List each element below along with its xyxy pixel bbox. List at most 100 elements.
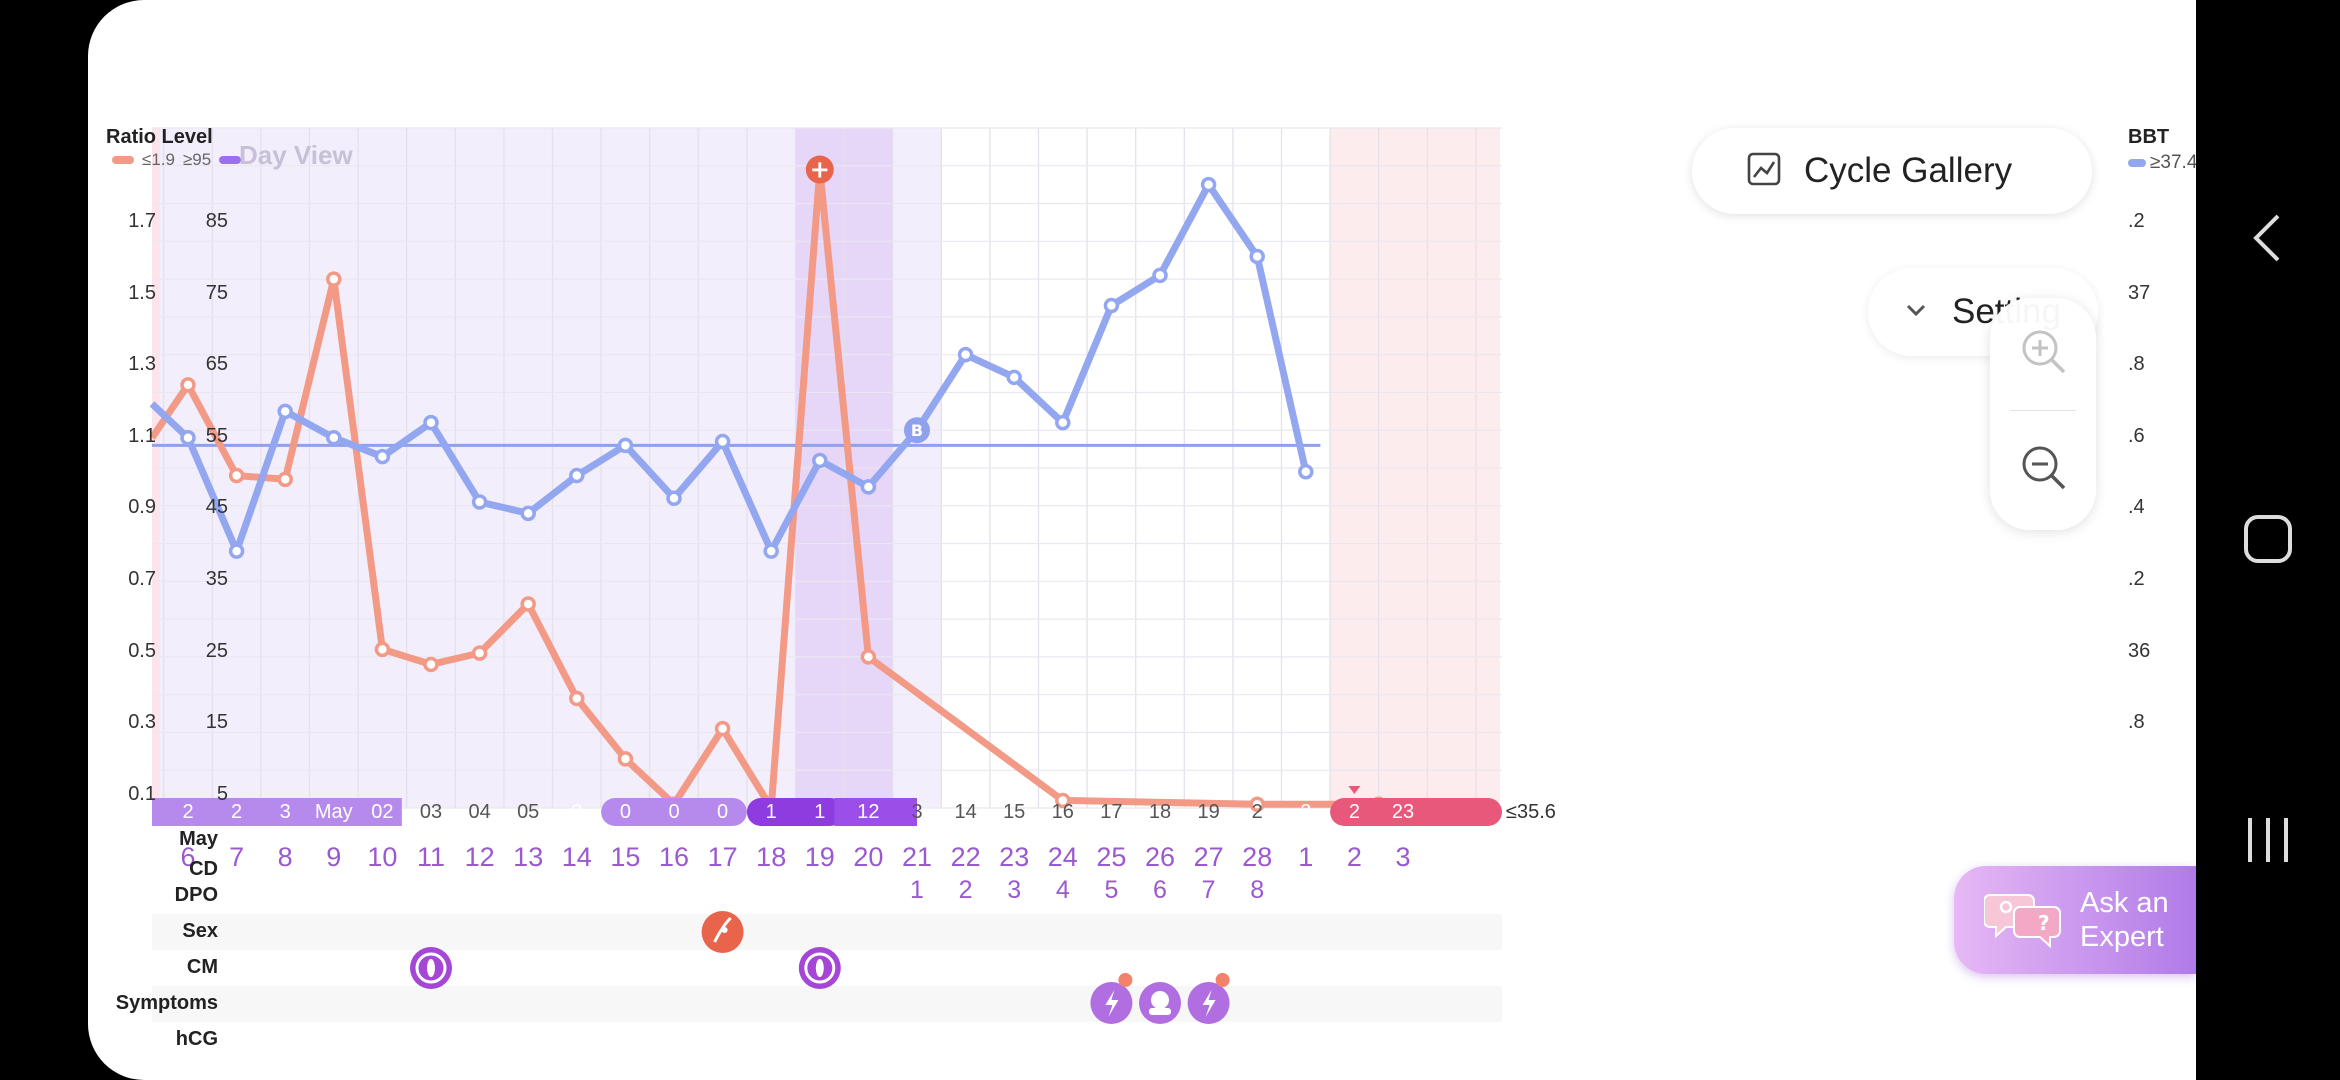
ratio-point	[228, 467, 245, 484]
ratio-point	[277, 471, 293, 488]
date-label: 0	[571, 801, 582, 823]
row-label-hcg: hCG	[175, 1028, 218, 1050]
bbt-point	[1103, 297, 1120, 314]
ratio-point	[423, 656, 439, 673]
chevron-down-icon	[1904, 298, 1928, 327]
row-label-cd: CD	[189, 858, 218, 880]
dpo-label: 5	[1104, 876, 1118, 904]
cycle-day-label: 10	[367, 842, 397, 872]
zoom-out-icon[interactable]	[2020, 444, 2068, 497]
symptom-alert-dot	[1118, 973, 1133, 987]
back-icon	[2253, 214, 2280, 262]
cycle-chart[interactable]: +B2 2 3 May 02 03 04 05 0 0 0 0 1 1 12 3 14 15 16 17 18 19 2 2 2…	[88, 0, 2196, 1080]
ratio-point	[714, 720, 731, 737]
sex-row-bg	[152, 914, 1502, 950]
cycle-gallery-label: Cycle Gallery	[1804, 151, 2013, 190]
cycle-day-label: 6	[180, 842, 195, 872]
date-label: 3	[911, 801, 922, 823]
level-legend-value: ≥95	[182, 150, 212, 169]
cycle-day-label: 1	[1298, 842, 1313, 872]
back-nav-button[interactable]	[2196, 210, 2340, 266]
bbt-tick: 37	[2128, 281, 2151, 304]
level-tick: 25	[205, 639, 228, 662]
cycle-day-label: 24	[1048, 842, 1078, 872]
ratio-point	[180, 377, 196, 393]
bbt-tick: .8	[2128, 711, 2145, 734]
bbt-axis-bottom: ≤35.6	[1506, 801, 1556, 823]
ratio-legend-value: ≤1.9	[142, 150, 175, 169]
bbt-point	[374, 448, 391, 465]
cycle-day-label: 8	[278, 842, 293, 872]
ratio-point	[1249, 796, 1265, 812]
level-tick: 15	[205, 711, 228, 734]
date-label: 18	[1149, 801, 1171, 823]
symptom-face-head	[1151, 991, 1169, 1009]
ratio-tick: 0.3	[128, 711, 156, 734]
date-label: 0	[717, 801, 728, 823]
cycle-day-label: 19	[805, 842, 835, 872]
bbt-point	[1152, 267, 1168, 284]
level-tick: 85	[205, 210, 228, 232]
dpo-label: 8	[1250, 876, 1264, 904]
ratio-tick: 1.3	[128, 353, 156, 376]
level-tick: 75	[205, 281, 228, 304]
date-label: 0	[620, 801, 631, 823]
ratio-point	[471, 645, 488, 661]
ask-expert-label: Ask an Expert	[2080, 887, 2169, 953]
bbt-point	[957, 346, 974, 363]
date-label: 2	[182, 801, 193, 823]
cycle-day-label: 14	[562, 842, 592, 872]
date-label: 2	[1252, 801, 1263, 823]
recents-nav-button[interactable]	[2196, 812, 2340, 868]
bbt-point	[666, 490, 682, 506]
ratio-tick: 0.5	[128, 639, 156, 662]
row-label-dpo: DPO	[174, 884, 218, 906]
cycle-day-label: 12	[465, 842, 495, 872]
cycle-day-label: 26	[1145, 842, 1175, 872]
cycle-day-label: 25	[1096, 842, 1126, 872]
bbt-point	[1249, 248, 1265, 265]
ratio-tick: 1.5	[128, 281, 156, 304]
date-label: May	[315, 801, 353, 823]
date-label: 1	[766, 801, 777, 823]
zoom-in-icon[interactable]	[2020, 328, 2068, 381]
ask-expert-button[interactable]: ? Ask an Expert	[1954, 866, 2196, 974]
cm-icon-ring	[804, 952, 836, 984]
symptoms-row-bg	[152, 986, 1502, 1022]
date-label: 15	[1003, 801, 1025, 823]
bbt-point	[1055, 414, 1071, 431]
bbt-point	[569, 467, 585, 484]
level-tick: 5	[216, 782, 228, 805]
recents-icon	[2248, 818, 2288, 862]
prediction-bar-2	[601, 798, 747, 826]
ratio-tick: 0.1	[128, 782, 156, 805]
cycle-day-label: 2	[1347, 842, 1362, 872]
dpo-label: 2	[959, 876, 973, 904]
cycle-gallery-button[interactable]: Cycle Gallery	[1692, 128, 2092, 214]
row-label-cm: CM	[186, 956, 218, 978]
ratio-point	[520, 596, 536, 612]
cycle-day-label: 16	[659, 842, 689, 872]
bbt-tick: .2	[2128, 210, 2145, 232]
dpo-label: 4	[1056, 876, 1070, 904]
right-axis-legend: ≥37.4	[2128, 152, 2196, 174]
level-legend-swatch	[219, 156, 242, 164]
bbt-point	[1006, 369, 1022, 386]
cm-icon-drop	[815, 959, 824, 977]
dpo-label: 7	[1202, 876, 1216, 904]
date-label: 23	[1392, 801, 1414, 823]
cycle-day-label: 28	[1242, 842, 1272, 872]
level-tick: 45	[205, 496, 228, 519]
cycle-day-label: 15	[610, 842, 640, 872]
symptom-bolt	[1105, 990, 1119, 1017]
home-nav-button[interactable]	[2196, 513, 2340, 565]
date-label: 2	[1349, 801, 1360, 823]
period-bar	[1330, 798, 1502, 826]
ratio-tick: 0.9	[128, 496, 156, 519]
left-axis-title: Ratio Level	[106, 126, 213, 148]
row-label-sex: Sex	[182, 920, 218, 942]
bbt-tick: .4	[2128, 496, 2145, 519]
zoom-divider	[2010, 410, 2076, 411]
bbt-point	[228, 543, 245, 559]
date-label: 03	[420, 801, 442, 823]
